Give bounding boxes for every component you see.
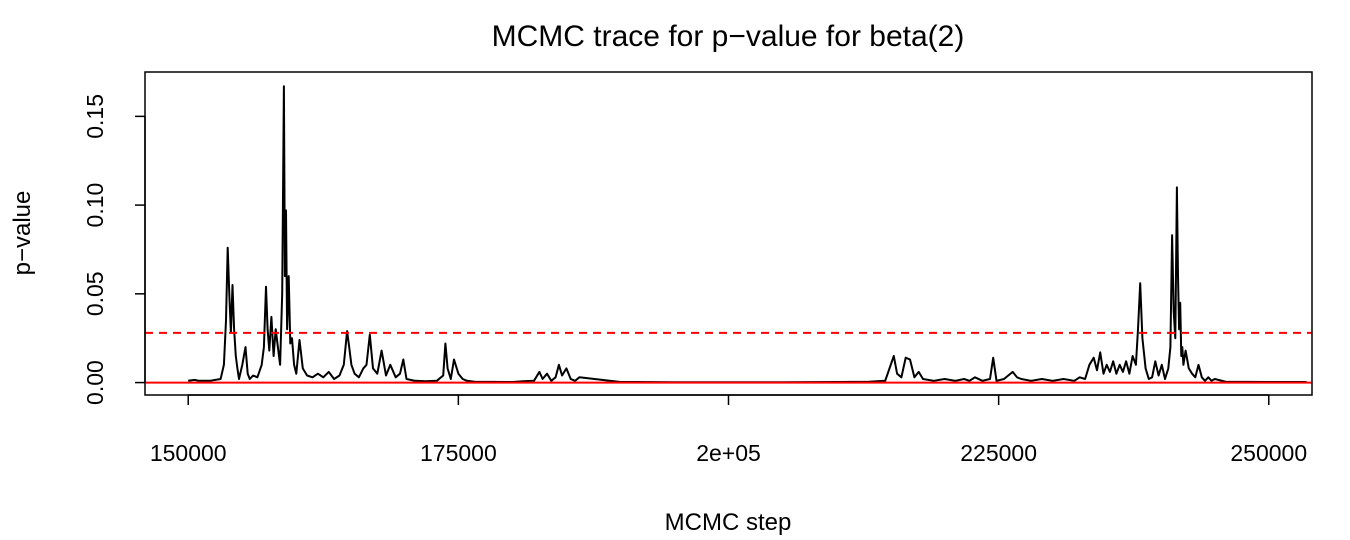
- x-axis-label: MCMC step: [665, 509, 792, 536]
- y-axis-label: p−value: [9, 191, 36, 276]
- x-tick-label-3: 225000: [960, 440, 1037, 466]
- x-tick-label-4: 250000: [1230, 440, 1307, 466]
- y-tick-label-2: 0.10: [82, 183, 108, 228]
- x-tick-label-0: 150000: [150, 440, 227, 466]
- y-tick-label-3: 0.15: [82, 94, 108, 139]
- chart-title: MCMC trace for p−value for beta(2): [492, 20, 965, 53]
- y-tick-label-1: 0.05: [82, 271, 108, 316]
- y-tick-label-0: 0.00: [82, 360, 108, 405]
- trace-line-0: [188, 85, 1307, 384]
- x-tick-label-2: 2e+05: [696, 440, 761, 466]
- x-tick-label-1: 175000: [420, 440, 497, 466]
- plot-area: [145, 85, 1312, 384]
- axes: 150000 175000 2e+05 225000 250000 0.00 0.05 0.1…: [82, 71, 1313, 466]
